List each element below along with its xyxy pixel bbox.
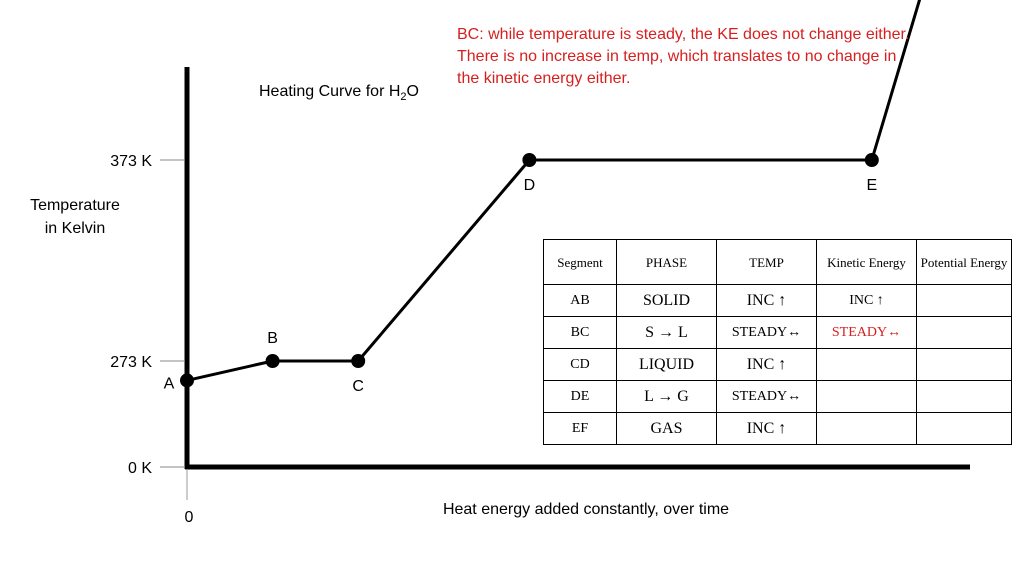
x-origin-label: 0 <box>185 509 194 526</box>
table-row: BC S → L STEADY↔ STEADY↔ <box>543 316 1012 349</box>
point-d <box>522 153 537 167</box>
point-e <box>864 153 879 167</box>
table-row: EF GAS INC ↑ <box>543 412 1012 445</box>
header-potential-energy: Potential Energy <box>916 239 1012 285</box>
header-kinetic-energy: Kinetic Energy <box>816 239 917 285</box>
table-row: AB SOLID INC ↑ INC ↑ <box>543 284 1012 317</box>
point-label-a: A <box>164 375 175 392</box>
y-axis-label-line1: Temperature <box>30 197 120 214</box>
cell-temp: STEADY↔ <box>716 380 817 413</box>
cell-kinetic <box>816 412 917 445</box>
header-temp: TEMP <box>716 239 817 285</box>
point-label-c: C <box>352 378 364 395</box>
point-a <box>180 373 194 388</box>
header-segment: Segment <box>543 239 617 285</box>
point-label-d: D <box>524 177 536 194</box>
cell-potential <box>916 348 1012 381</box>
chart-title: Heating Curve for H2O <box>259 83 419 104</box>
bc-annotation: BC: while temperature is steady, the KE … <box>457 26 910 87</box>
y-tick-label: 273 K <box>110 354 152 371</box>
cell-segment: DE <box>543 380 617 413</box>
cell-phase: GAS <box>616 412 717 445</box>
header-phase: PHASE <box>616 239 717 285</box>
cell-segment: EF <box>543 412 617 445</box>
point-label-b: B <box>267 330 278 347</box>
cell-kinetic <box>816 348 917 381</box>
point-label-e: E <box>866 177 877 194</box>
cell-kinetic: STEADY↔ <box>816 316 917 349</box>
cell-temp: INC ↑ <box>716 348 817 381</box>
y-axis-label-line2: in Kelvin <box>45 220 105 237</box>
cell-kinetic: INC ↑ <box>816 284 917 317</box>
point-b <box>265 354 280 368</box>
cell-temp: INC ↑ <box>716 284 817 317</box>
segment-table: Segment PHASE TEMP Kinetic Energy Potent… <box>543 239 1012 445</box>
cell-potential <box>916 316 1012 349</box>
y-tick-label: 373 K <box>110 153 152 170</box>
cell-potential <box>916 380 1012 413</box>
cell-segment: BC <box>543 316 617 349</box>
cell-segment: AB <box>543 284 617 317</box>
cell-segment: CD <box>543 348 617 381</box>
cell-phase: LIQUID <box>616 348 717 381</box>
cell-potential <box>916 284 1012 317</box>
cell-kinetic <box>816 380 917 413</box>
cell-temp: STEADY↔ <box>716 316 817 349</box>
table-header-row: Segment PHASE TEMP Kinetic Energy Potent… <box>543 239 1012 285</box>
point-c <box>351 354 366 368</box>
cell-phase: L → G <box>616 380 717 413</box>
table-row: DE L → G STEADY↔ <box>543 380 1012 413</box>
y-tick-label: 0 K <box>128 460 152 477</box>
cell-temp: INC ↑ <box>716 412 817 445</box>
cell-potential <box>916 412 1012 445</box>
table-row: CD LIQUID INC ↑ <box>543 348 1012 381</box>
cell-phase: S → L <box>616 316 717 349</box>
x-axis-label: Heat energy added constantly, over time <box>443 501 729 518</box>
cell-phase: SOLID <box>616 284 717 317</box>
